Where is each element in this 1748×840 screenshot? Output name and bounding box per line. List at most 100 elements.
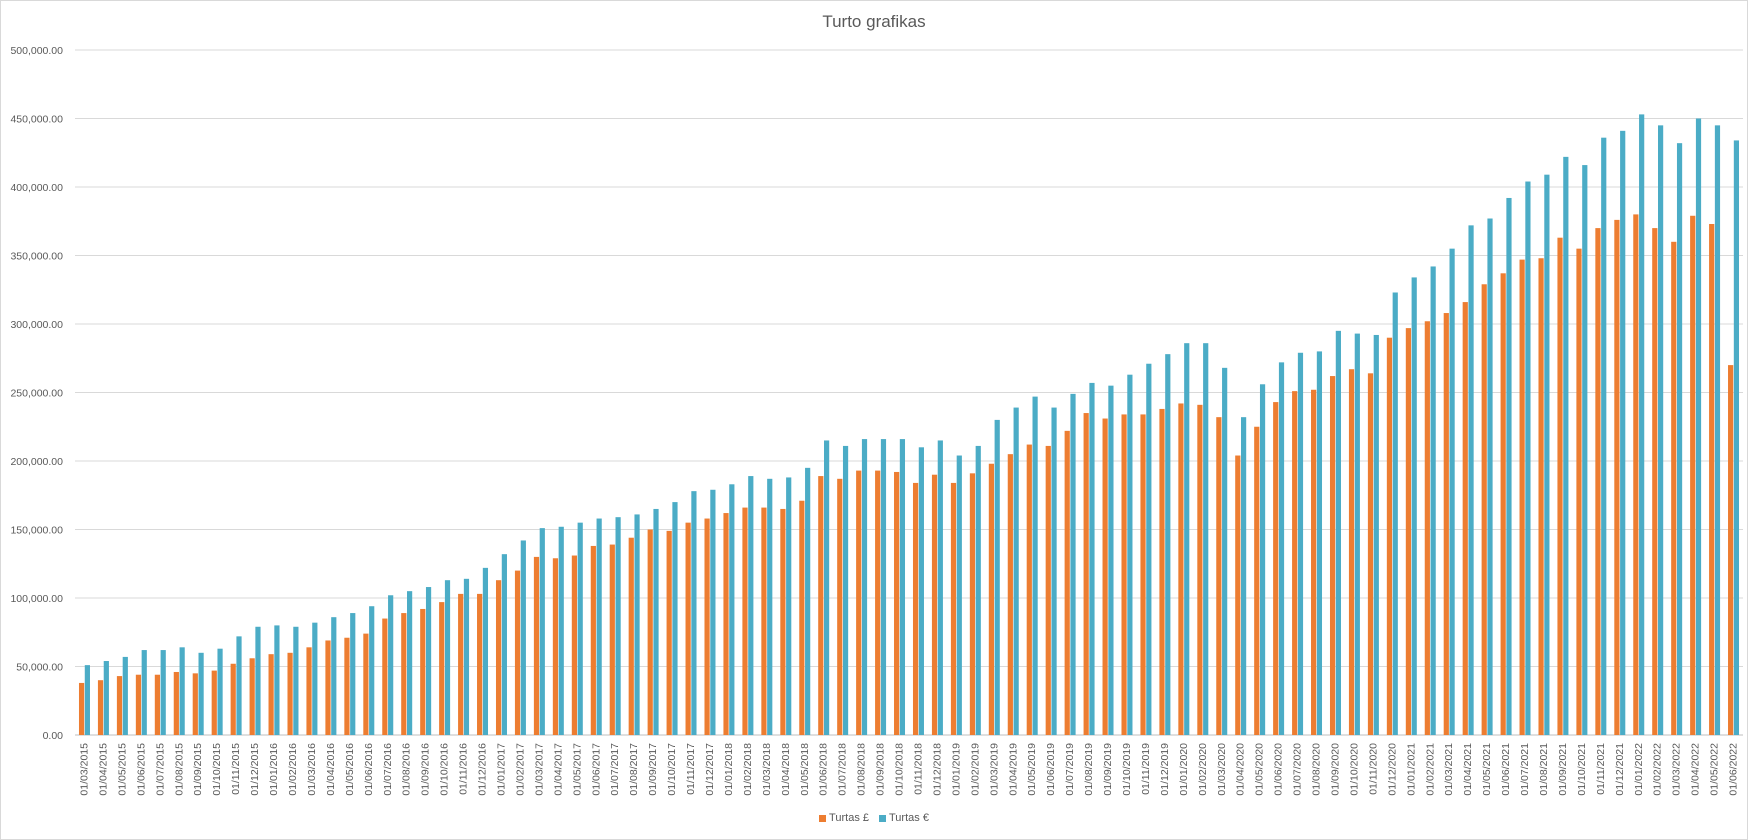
bar-eur bbox=[1165, 354, 1171, 735]
x-tick-label: 01/12/2015 bbox=[249, 743, 261, 796]
bar-gbp bbox=[837, 478, 843, 735]
bar-eur bbox=[975, 445, 981, 735]
bar-eur bbox=[1051, 407, 1057, 735]
bar-gbp bbox=[1083, 413, 1089, 735]
bar-gbp bbox=[1633, 214, 1639, 735]
x-tick-label: 01/08/2021 bbox=[1538, 743, 1550, 796]
bar-eur bbox=[1373, 334, 1379, 735]
bar-eur bbox=[1582, 165, 1588, 735]
bar-eur bbox=[122, 656, 128, 735]
bar-gbp bbox=[363, 633, 369, 735]
x-tick-label: 01/05/2022 bbox=[1709, 743, 1721, 796]
bar-eur bbox=[1184, 343, 1190, 735]
bar-eur bbox=[1278, 362, 1285, 735]
bar-eur bbox=[1658, 125, 1664, 736]
x-tick-label: 01/04/2016 bbox=[325, 743, 337, 796]
bar-eur bbox=[1354, 333, 1360, 735]
bar-eur bbox=[710, 489, 716, 735]
bar-gbp bbox=[628, 537, 634, 735]
bar-gbp bbox=[590, 545, 596, 735]
bar-eur bbox=[596, 518, 602, 735]
bar-eur bbox=[615, 517, 621, 735]
x-tick-label: 01/03/2021 bbox=[1443, 743, 1455, 796]
bar-gbp bbox=[1348, 369, 1355, 735]
legend-item-eur: Turtas € bbox=[879, 812, 929, 824]
x-tick-label: 01/10/2020 bbox=[1348, 743, 1360, 796]
x-tick-label: 01/04/2020 bbox=[1235, 743, 1247, 796]
bar-eur bbox=[520, 540, 526, 735]
bar-gbp bbox=[116, 676, 123, 735]
bar-gbp bbox=[1159, 408, 1165, 735]
bar-eur bbox=[1316, 351, 1323, 735]
x-tick-label: 01/05/2017 bbox=[571, 743, 583, 796]
bar-eur bbox=[350, 613, 356, 735]
bar-eur bbox=[444, 580, 451, 735]
bar-eur bbox=[880, 439, 887, 735]
x-tick-label: 01/11/2019 bbox=[1140, 743, 1152, 795]
bar-eur bbox=[805, 467, 811, 735]
bar-gbp bbox=[477, 593, 483, 735]
bar-gbp bbox=[1178, 403, 1184, 735]
bar-eur bbox=[1620, 130, 1626, 735]
bar-gbp bbox=[249, 658, 255, 735]
bar-gbp bbox=[799, 500, 805, 735]
bar-gbp bbox=[1538, 258, 1544, 735]
x-tick-label: 01/04/2018 bbox=[780, 743, 792, 796]
bar-eur bbox=[767, 478, 773, 735]
bar-gbp bbox=[230, 663, 236, 735]
x-tick-label: 01/07/2019 bbox=[1064, 743, 1076, 796]
bar-eur bbox=[1714, 125, 1721, 736]
x-tick-label: 01/03/2017 bbox=[533, 743, 545, 796]
x-tick-label: 01/06/2020 bbox=[1273, 743, 1285, 796]
x-tick-label: 01/09/2021 bbox=[1557, 743, 1569, 796]
x-tick-label: 01/11/2015 bbox=[230, 743, 242, 795]
bar-gbp bbox=[382, 618, 388, 735]
bar-gbp bbox=[439, 602, 445, 735]
x-tick-label: 01/04/2019 bbox=[1007, 743, 1019, 796]
bar-eur bbox=[1695, 118, 1702, 735]
bar-eur bbox=[577, 522, 583, 735]
plot-area: 0.00 50,000.00 100,000.00 150,000.00 200,000… bbox=[10, 45, 1743, 796]
bar-eur bbox=[1430, 266, 1436, 735]
x-tick-label: 01/12/2020 bbox=[1386, 743, 1398, 796]
bar-gbp bbox=[1424, 321, 1430, 735]
y-tick-label: 350,000.00 bbox=[10, 251, 63, 263]
bar-gbp bbox=[1064, 430, 1070, 735]
bar-eur bbox=[274, 625, 280, 735]
bar-eur bbox=[1544, 174, 1550, 736]
bar-gbp bbox=[1690, 215, 1696, 735]
bar-eur bbox=[312, 622, 318, 735]
bar-gbp bbox=[1709, 223, 1715, 736]
bar-gbp bbox=[647, 529, 653, 735]
bar-eur bbox=[1468, 225, 1474, 736]
x-tick-label: 01/09/2016 bbox=[420, 743, 432, 796]
x-tick-label: 01/02/2020 bbox=[1197, 743, 1209, 796]
bar-eur bbox=[1601, 137, 1607, 735]
bar-gbp bbox=[344, 637, 350, 735]
legend-item-gbp: Turtas £ bbox=[819, 812, 869, 824]
bar-gbp bbox=[306, 647, 312, 735]
bar-gbp bbox=[1519, 259, 1525, 735]
bar-gbp bbox=[875, 470, 881, 735]
x-axis-labels: 01/03/2015 01/04/2015 01/05/2015 01/06/2015… bbox=[78, 743, 1739, 796]
x-tick-label: 01/04/2017 bbox=[552, 743, 564, 796]
bar-eur bbox=[236, 636, 242, 735]
bar-eur bbox=[653, 508, 659, 735]
y-tick-label: 400,000.00 bbox=[10, 182, 63, 194]
bar-gbp bbox=[1045, 445, 1051, 735]
bar-eur bbox=[293, 626, 299, 735]
x-tick-label: 01/11/2021 bbox=[1595, 743, 1607, 795]
x-tick-label: 01/08/2016 bbox=[401, 743, 413, 796]
bar-gbp bbox=[1614, 219, 1620, 735]
bar-eur bbox=[198, 652, 204, 735]
x-tick-label: 01/12/2018 bbox=[931, 743, 943, 796]
x-tick-label: 01/08/2018 bbox=[856, 743, 868, 796]
legend-label-eur: Turtas € bbox=[889, 812, 929, 824]
legend: Turtas £ Turtas € bbox=[0, 812, 1748, 824]
legend-swatch-eur bbox=[879, 814, 886, 822]
bar-gbp bbox=[1576, 248, 1582, 735]
bar-eur bbox=[407, 591, 413, 735]
x-tick-label: 01/12/2021 bbox=[1614, 743, 1626, 796]
y-tick-label: 100,000.00 bbox=[10, 593, 63, 605]
bar-gbp bbox=[1254, 426, 1260, 735]
